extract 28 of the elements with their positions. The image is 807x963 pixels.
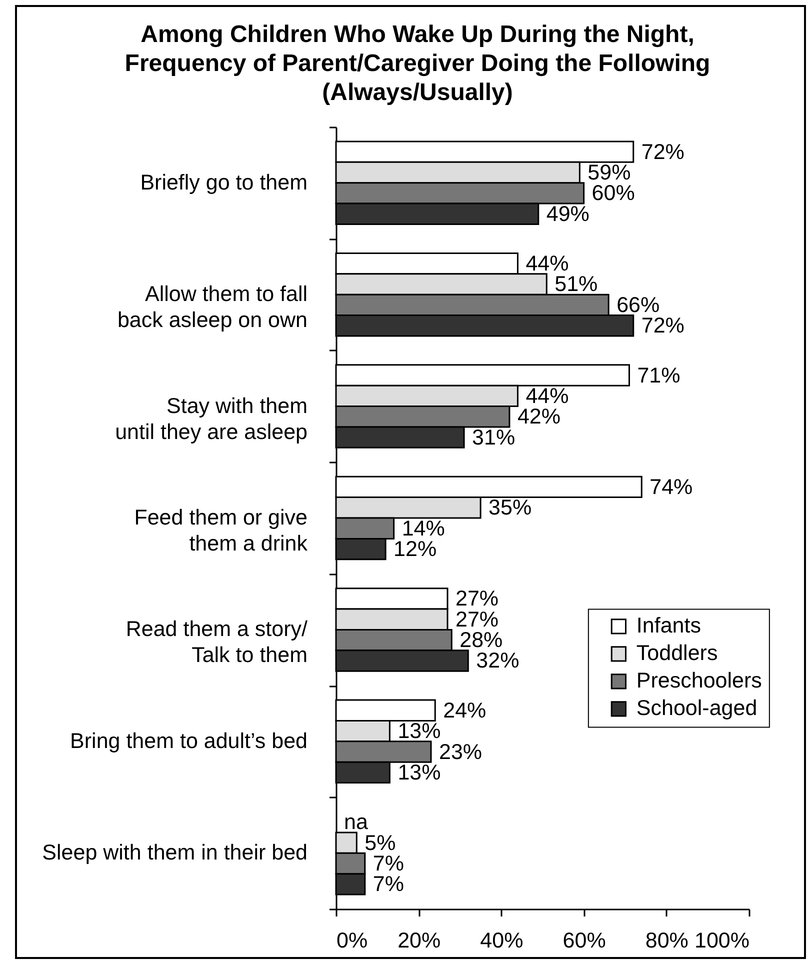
x-tick-label: 80% (645, 928, 688, 952)
legend-label: Toddlers (636, 640, 718, 665)
y-tick-label: Feed them or give them a drink (134, 506, 308, 556)
x-tick-label: 100% (694, 928, 750, 952)
data-label: 72% (641, 140, 684, 164)
y-tick-label: Sleep with them in their bed (42, 840, 308, 865)
legend-label: School-aged (636, 696, 758, 720)
chart-title: Among Children Who Wake Up During the Night, Frequency of Parent/Caregiver Doing the Following (Always/Usually) (124, 21, 710, 106)
x-tick-label: 60% (562, 928, 606, 952)
legend-label: Preschoolers (636, 668, 762, 692)
data-label: 13% (398, 760, 441, 784)
y-tick-label: Read them a story/ Talk to them (126, 617, 308, 668)
y-tick-label: Allow them to fall back asleep on own (117, 282, 308, 332)
data-label: 71% (637, 363, 680, 388)
data-label: 74% (650, 474, 693, 499)
data-label: 35% (488, 496, 532, 520)
y-tick-label: Briefly go to them (140, 170, 308, 194)
x-tick-label: 0% (336, 928, 368, 952)
data-label: 49% (546, 202, 590, 226)
data-label: 24% (443, 698, 486, 722)
legend-label: Infants (636, 613, 701, 638)
y-tick-label: Stay with them until they are asleep (115, 394, 308, 444)
y-tick-label: Bring them to adult’s bed (70, 728, 308, 753)
data-label: 13% (398, 719, 441, 744)
data-label: 23% (438, 740, 482, 764)
data-label: 31% (472, 425, 516, 450)
x-tick-label: 20% (398, 928, 441, 952)
x-tick-label: 40% (480, 928, 524, 952)
